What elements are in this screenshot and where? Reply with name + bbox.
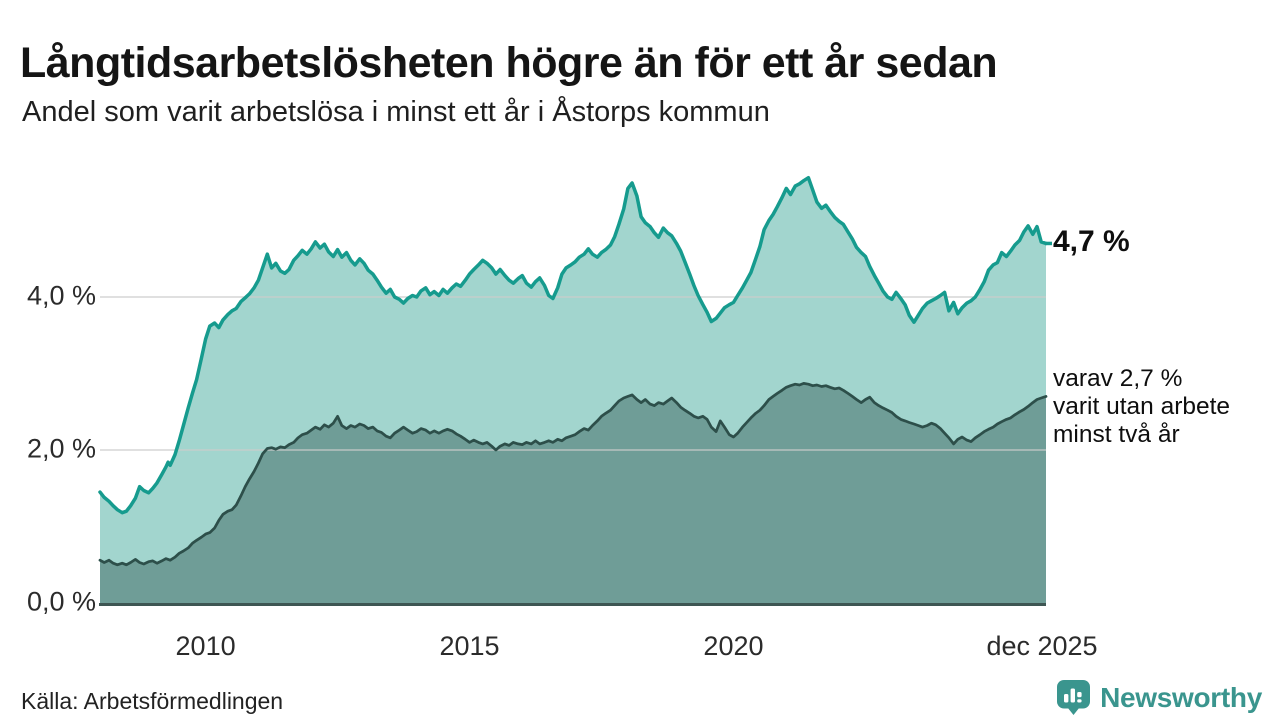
x-tick-2015: 2015 <box>439 631 500 661</box>
y-tick-0: 4,0 % <box>26 280 96 311</box>
line-one-year <box>98 175 1048 515</box>
y-tick-2: 0,0 % <box>26 586 96 617</box>
x-tick-2010: 2010 <box>175 631 236 661</box>
secondary-annotation-line-3: minst två år <box>1053 421 1180 449</box>
area-fill-two-years <box>100 383 1046 603</box>
line-two-years <box>98 382 1048 567</box>
chart-area-fills <box>100 177 1046 603</box>
page-title: Långtidsarbetslösheten högre än för ett … <box>20 38 998 87</box>
secondary-annotation: varav 2,7 % varit utan arbete minst två … <box>1053 365 1230 449</box>
newsworthy-pin-icon <box>1057 680 1091 715</box>
latest-value-annotation: 4,7 % <box>1053 225 1130 259</box>
brand-logo: Newsworthy <box>1056 679 1262 716</box>
x-tick-2020: 2020 <box>703 631 764 661</box>
y-tick-1: 2,0 % <box>26 433 96 464</box>
source-note: Källa: Arbetsförmedlingen <box>21 688 284 714</box>
secondary-annotation-line-1: varav 2,7 % <box>1053 365 1183 393</box>
chart-subtitle: Andel som varit arbetslösa i minst ett å… <box>22 96 770 128</box>
x-tick-dec-2025: dec 2025 <box>986 631 1098 661</box>
brand-wordmark: Newsworthy <box>1100 681 1262 713</box>
secondary-annotation-line-2: varit utan arbete <box>1053 393 1231 421</box>
